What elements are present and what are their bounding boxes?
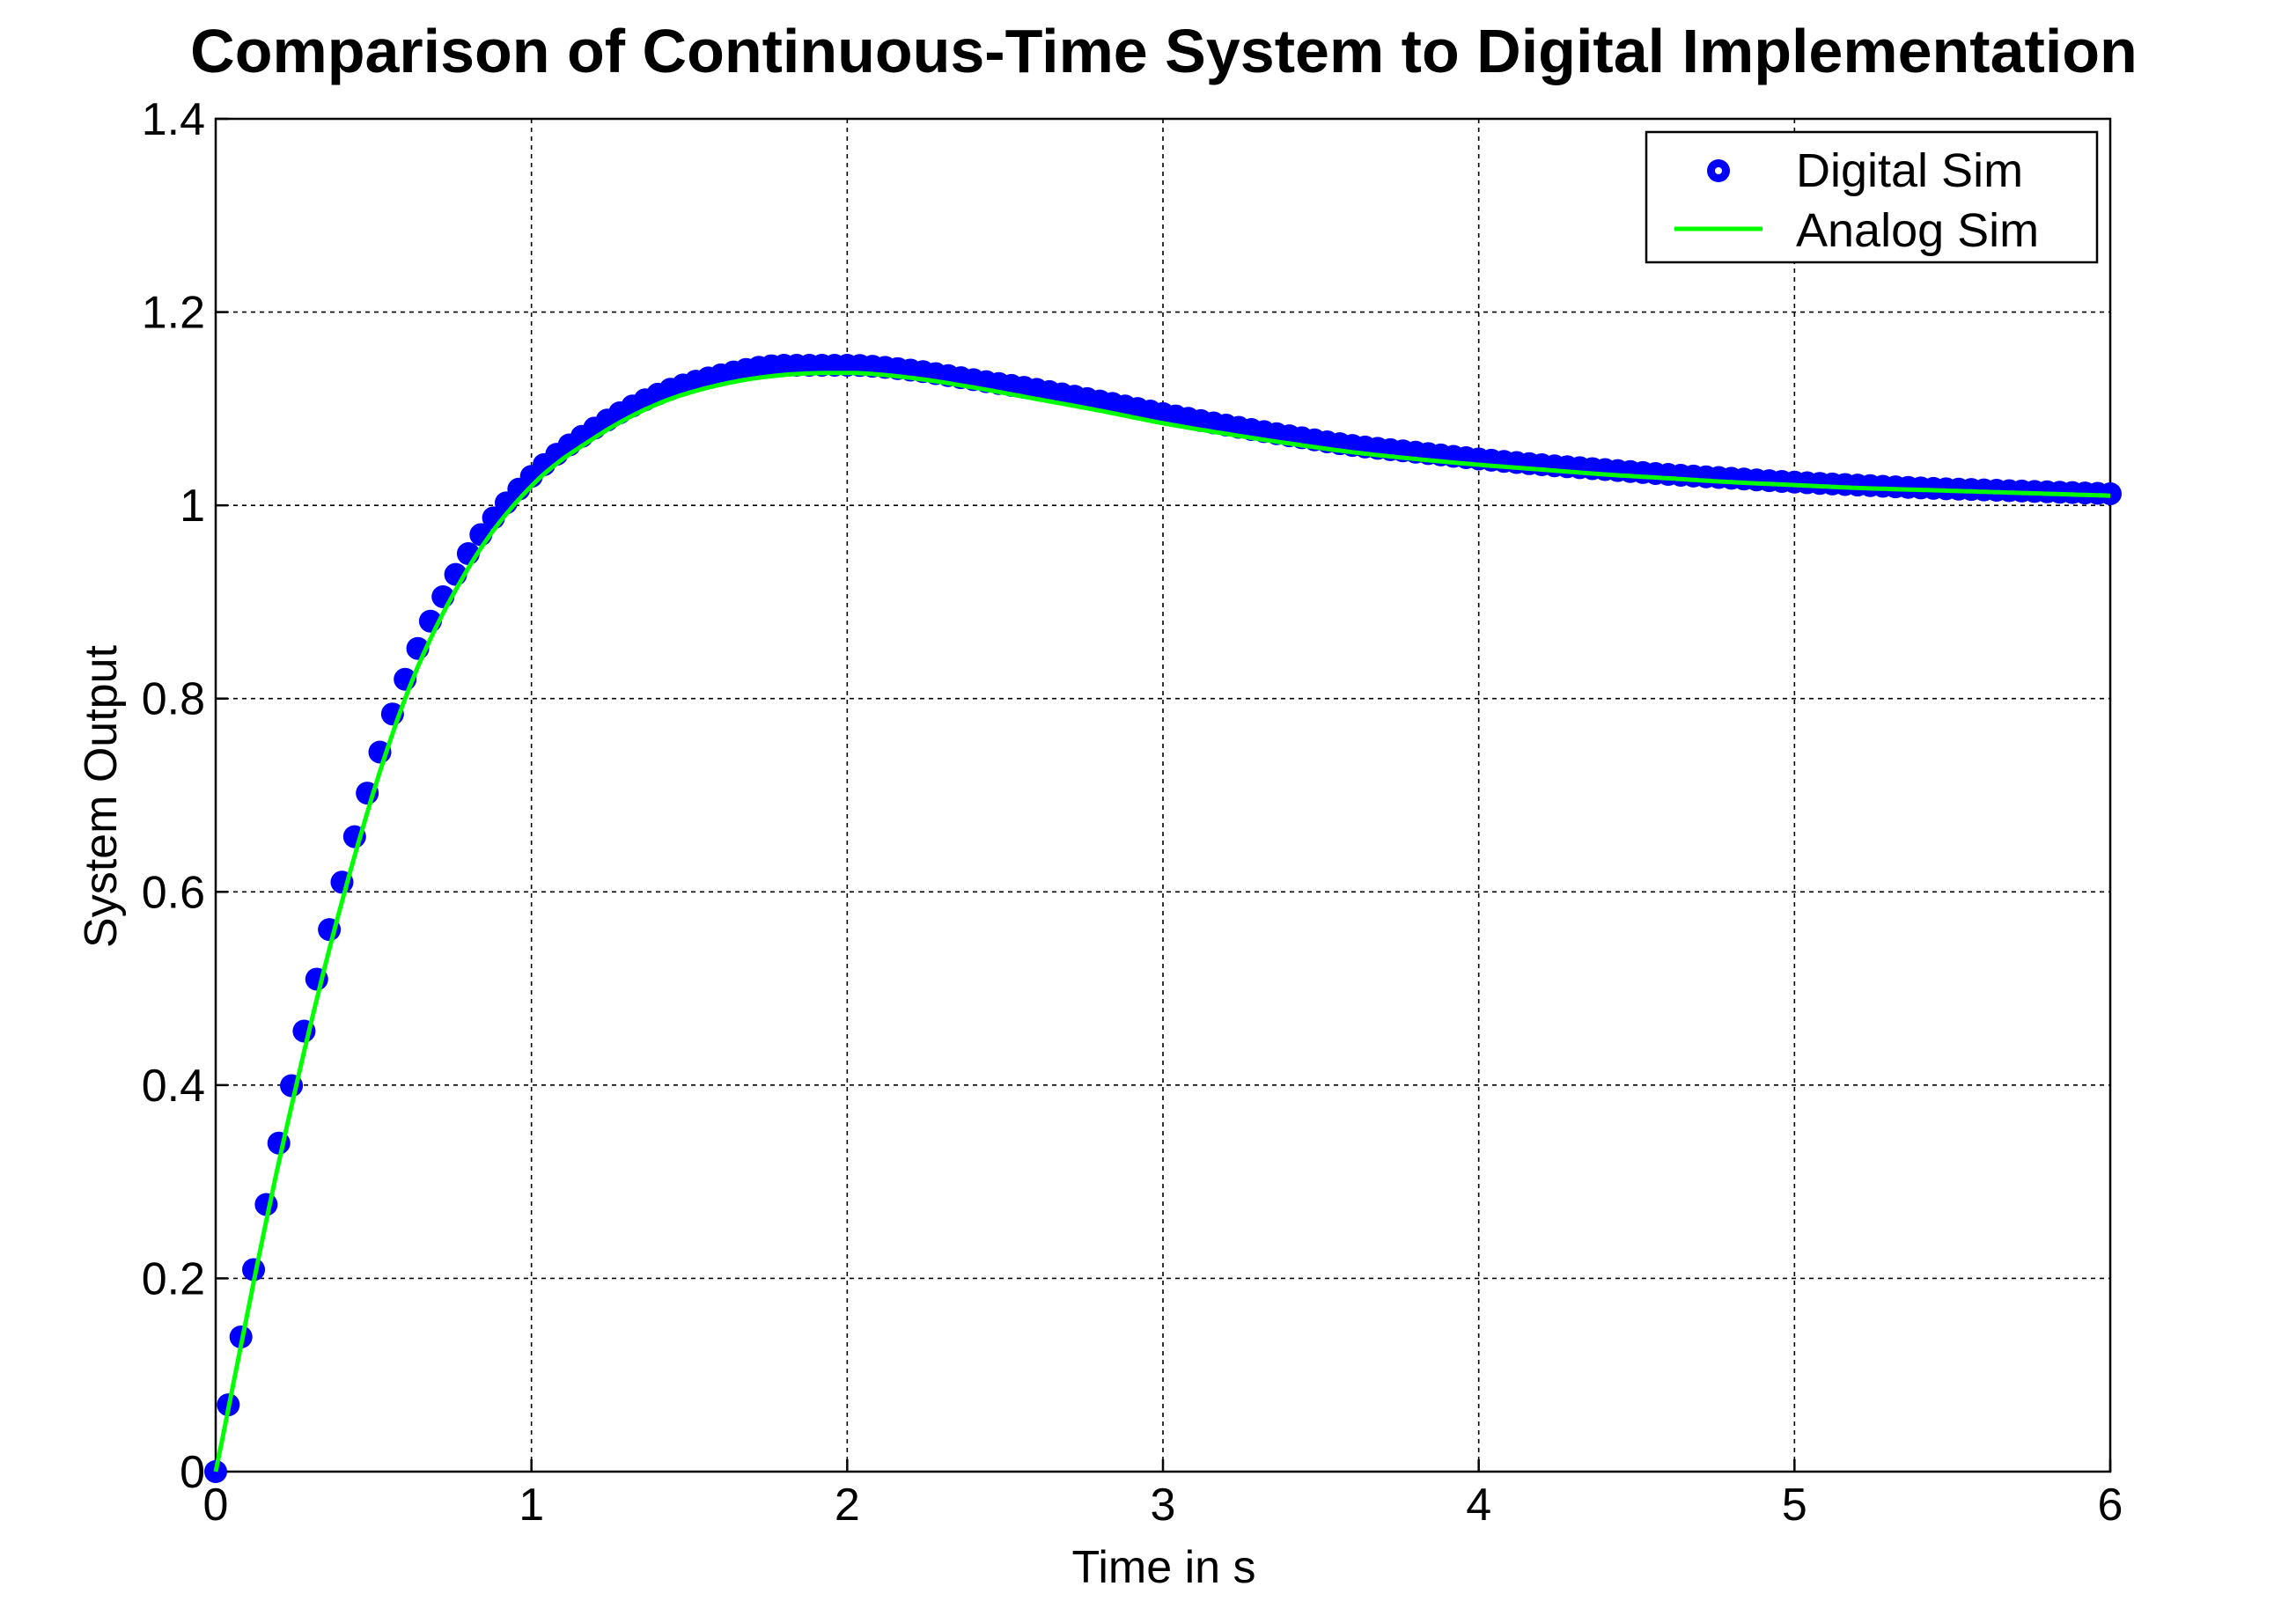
x-tick-label-4: 4: [1466, 1480, 1491, 1531]
legend-box: [1645, 130, 2099, 264]
x-tick-label-1: 1: [519, 1480, 544, 1531]
y-tick-label-1: 0.2: [142, 1253, 205, 1304]
y-tick-label-7: 1.4: [142, 94, 205, 145]
x-tick-label-3: 3: [1151, 1480, 1176, 1531]
y-tick-label-0: 0: [180, 1447, 205, 1498]
legend-label-analog-sim: Analog Sim: [1796, 204, 2039, 257]
series-analog-sim-line: [213, 371, 2111, 1472]
grid: [216, 119, 2110, 1472]
x-tick-label-5: 5: [1782, 1480, 1807, 1531]
x-axis-label: Time in s: [1072, 1542, 1256, 1593]
y-tick-label-3: 0.6: [142, 867, 205, 918]
legend: Digital Sim Analog Sim: [1645, 130, 2099, 264]
y-tick-label-4: 0.8: [142, 674, 205, 725]
legend-marker-digital-sim-center: [1715, 167, 1722, 174]
x-tick-label-0: 0: [203, 1480, 229, 1531]
series-layer: [204, 353, 2122, 1483]
x-axis: 0 1 2 3 4 5 6: [203, 1459, 2123, 1531]
legend-label-digital-sim: Digital Sim: [1796, 144, 2023, 197]
y-tick-label-2: 0.4: [142, 1061, 205, 1112]
chart-title: Comparison of Continuous-Time System to …: [190, 17, 2138, 85]
y-tick-label-6: 1.2: [142, 288, 205, 339]
y-axis-label: System Output: [76, 644, 127, 947]
series-digital-sim: [204, 353, 2122, 1483]
x-tick-label-6: 6: [2098, 1480, 2123, 1531]
x-tick-label-2: 2: [835, 1480, 860, 1531]
y-tick-label-5: 1: [180, 481, 205, 532]
y-axis: 0 0.2 0.4 0.6 0.8 1 1.2 1.4: [142, 94, 228, 1498]
